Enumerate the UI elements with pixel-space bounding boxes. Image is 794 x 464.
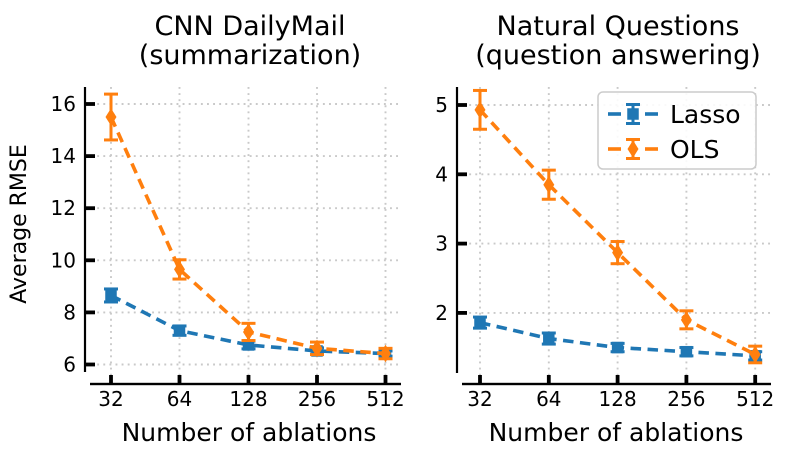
y-tick-mark — [85, 310, 95, 315]
x-tick-mark — [753, 375, 758, 383]
lasso-marker — [543, 332, 555, 345]
ols-marker — [612, 243, 624, 262]
x-tick-label: 256 — [667, 387, 705, 411]
y-tick-label: 6 — [63, 353, 76, 377]
right-panel-title-line1: Natural Questions — [496, 11, 740, 42]
left-x-axis-label: Number of ablations — [121, 418, 377, 447]
y-tick-mark — [457, 311, 467, 315]
x-tick-label: 128 — [229, 387, 267, 411]
y-tick-mark — [85, 102, 95, 106]
x-tick-label: 512 — [736, 387, 774, 411]
y-tick-label: 3 — [435, 232, 448, 256]
y-tick-mark — [85, 362, 95, 367]
x-tick-label: 128 — [599, 387, 637, 411]
lasso-marker — [105, 289, 117, 302]
y-tick-label: 14 — [51, 144, 76, 168]
x-axis-spine — [90, 382, 401, 386]
legend-entry-lasso: Lasso — [608, 100, 741, 129]
x-tick-mark — [684, 375, 689, 383]
lasso-marker — [611, 341, 624, 354]
lasso-marker — [173, 324, 186, 337]
x-tick-mark — [246, 375, 251, 383]
legend: Lasso OLS — [597, 91, 757, 170]
y-tick-label: 4 — [435, 162, 448, 186]
lasso-marker — [680, 345, 693, 358]
ols-marker — [543, 175, 555, 194]
series-ols — [473, 88, 763, 365]
left-panel-title-line1: CNN DailyMail — [154, 11, 346, 42]
x-tick-mark — [383, 375, 388, 383]
left-panel-title-line2: (summarization) — [138, 40, 362, 71]
y-axis-spine — [455, 87, 459, 373]
right-x-axis-label: Number of ablations — [488, 418, 744, 447]
y-tick-label: 8 — [63, 300, 76, 324]
ols-marker — [105, 108, 117, 126]
right-panel-title: Natural Questions (question answering) — [460, 12, 776, 70]
lasso-marker — [242, 339, 255, 351]
axes: 6 8 10 12 14 16 32 64 128 256 512 — [51, 87, 405, 411]
ols-marker — [749, 345, 761, 364]
y-tick-mark — [457, 172, 467, 177]
x-tick-label: 512 — [366, 387, 404, 411]
y-axis-label: Average RMSE — [7, 144, 32, 304]
y-axis-spine — [83, 87, 87, 372]
y-tick-label: 10 — [51, 248, 76, 272]
x-tick-label: 256 — [298, 387, 336, 411]
left-panel-title: CNN DailyMail (summarization) — [92, 12, 408, 70]
legend-entry-ols: OLS — [608, 135, 719, 164]
y-tick-mark — [457, 241, 467, 246]
panel-0: 6 8 10 12 14 16 32 64 128 256 512 — [51, 87, 405, 411]
x-tick-label: 64 — [167, 387, 192, 411]
ols-marker — [680, 311, 692, 329]
series-ols — [104, 92, 393, 363]
axes: 2 3 4 5 32 64 128 256 512 — [435, 87, 774, 411]
x-tick-label: 32 — [467, 387, 492, 411]
lasso-marker — [627, 108, 639, 120]
x-axis-spine — [462, 382, 771, 386]
x-tick-mark — [109, 375, 113, 383]
ols-marker — [243, 323, 254, 341]
y-tick-label: 2 — [435, 301, 448, 325]
series-lasso — [473, 315, 763, 362]
y-tick-mark — [85, 258, 95, 263]
y-tick-label: 16 — [51, 92, 76, 116]
y-tick-mark — [457, 103, 467, 107]
legend-label: OLS — [670, 135, 719, 164]
x-tick-mark — [177, 375, 182, 383]
y-tick-label: 12 — [51, 196, 76, 220]
legend-label: Lasso — [670, 100, 741, 129]
x-tick-label: 32 — [98, 387, 123, 411]
ols-marker — [627, 140, 639, 158]
x-tick-mark — [546, 375, 551, 383]
x-tick-mark — [315, 375, 319, 383]
right-panel-title-line2: (question answering) — [475, 40, 761, 71]
x-tick-mark — [615, 375, 620, 383]
x-tick-mark — [478, 375, 482, 383]
ols-marker — [474, 101, 486, 119]
lasso-marker — [474, 316, 486, 329]
ols-marker — [380, 344, 391, 363]
ols-marker — [311, 339, 323, 358]
ols-marker — [174, 260, 185, 279]
y-tick-mark — [85, 206, 95, 211]
y-tick-mark — [85, 154, 95, 158]
y-tick-label: 5 — [435, 93, 448, 117]
panel-1: 2 3 4 5 32 64 128 256 512 Lasso OLS — [435, 87, 774, 411]
x-tick-label: 64 — [536, 387, 561, 411]
gridlines — [85, 87, 401, 382]
